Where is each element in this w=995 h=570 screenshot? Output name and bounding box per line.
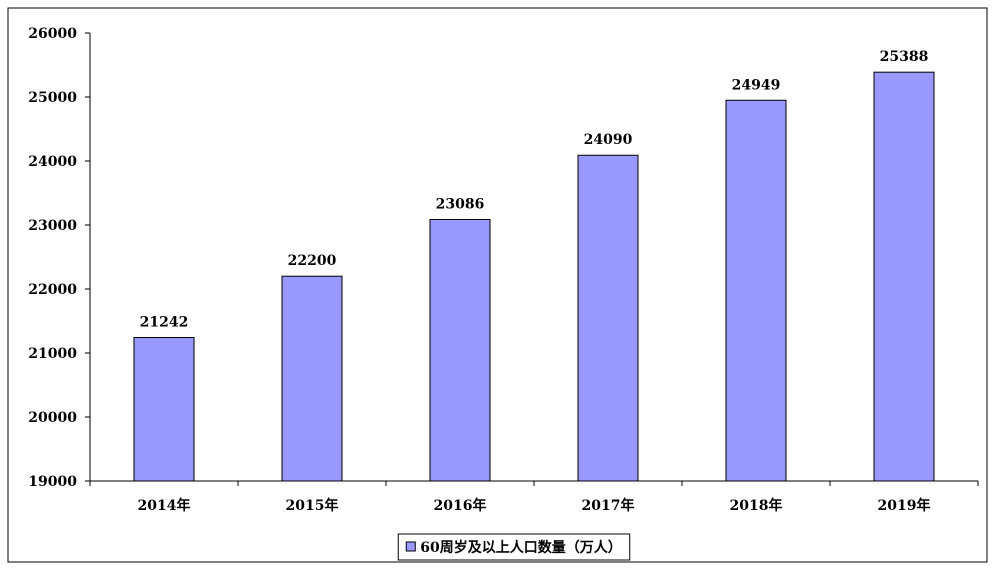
bar — [281, 275, 343, 482]
y-tick-label: 26000 — [28, 26, 77, 42]
y-tick-label: 20000 — [28, 410, 77, 426]
y-tick-label: 23000 — [28, 218, 77, 234]
y-tick-label: 21000 — [28, 346, 77, 362]
data-label: 23086 — [436, 196, 485, 212]
data-label: 25388 — [880, 49, 929, 65]
x-tick-label: 2016年 — [434, 497, 487, 514]
x-tick-label: 2019年 — [878, 497, 931, 514]
x-tick-label: 2015年 — [286, 497, 339, 514]
legend-box — [397, 533, 631, 561]
data-label: 21242 — [140, 315, 189, 331]
legend-label: 60周岁及以上人口数量（万人） — [420, 539, 621, 556]
legend-swatch — [405, 541, 416, 552]
x-tick-label: 2017年 — [582, 497, 635, 514]
y-tick-label: 19000 — [28, 474, 77, 490]
y-tick-label: 24000 — [28, 154, 77, 170]
data-label: 22200 — [288, 253, 337, 269]
x-tick-label: 2014年 — [138, 497, 191, 514]
bar — [873, 71, 935, 482]
x-tick-label: 2018年 — [730, 497, 783, 514]
y-tick-label: 22000 — [28, 282, 77, 298]
data-label: 24949 — [732, 77, 781, 93]
bar — [429, 218, 491, 482]
bar — [577, 154, 639, 482]
data-label: 24090 — [584, 132, 633, 148]
bar — [725, 99, 787, 482]
bar — [133, 337, 195, 482]
y-tick-label: 25000 — [28, 90, 77, 106]
legend: 60周岁及以上人口数量（万人） — [397, 533, 631, 561]
